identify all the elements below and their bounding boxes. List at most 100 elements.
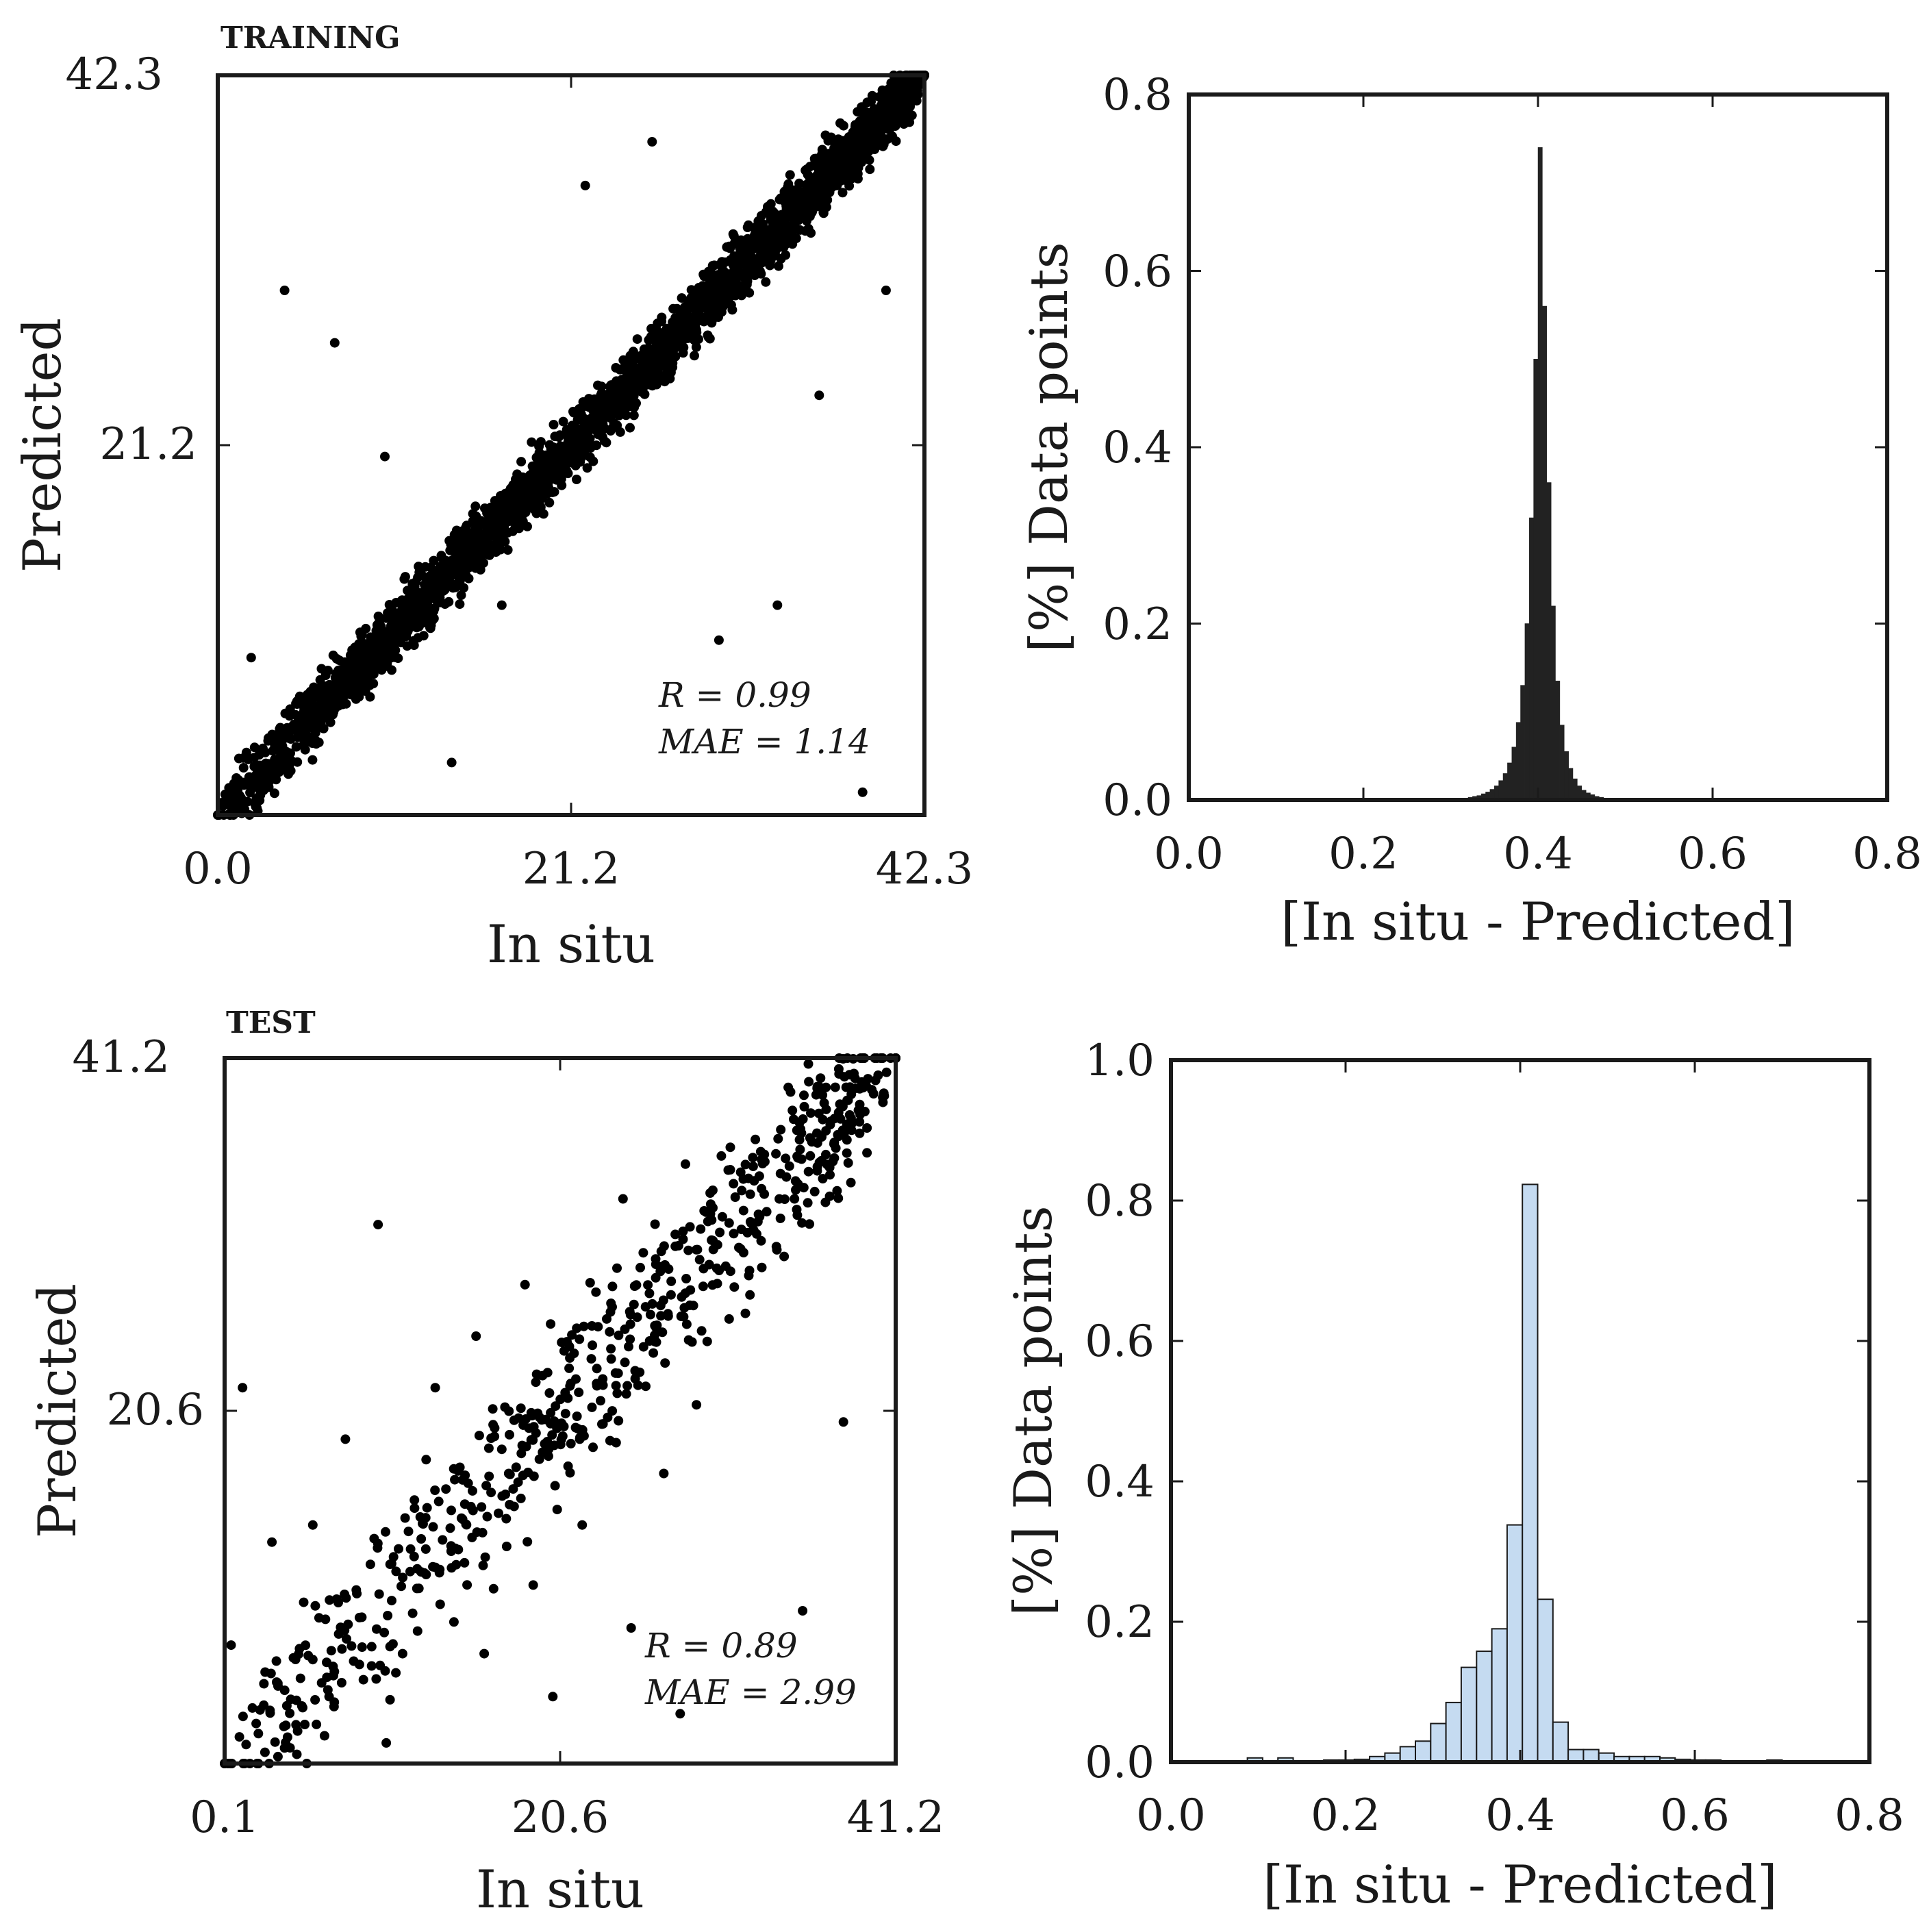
test-point bbox=[585, 1278, 595, 1288]
test-point bbox=[724, 1314, 734, 1324]
test-point bbox=[757, 1183, 767, 1194]
test-point bbox=[394, 1544, 403, 1554]
training-point bbox=[629, 410, 639, 421]
test-point bbox=[664, 1264, 674, 1274]
test-hist-bar bbox=[1476, 1651, 1493, 1764]
test-point bbox=[455, 1462, 465, 1472]
test-point bbox=[310, 1695, 320, 1705]
test-point bbox=[629, 1281, 640, 1291]
test-point bbox=[708, 1235, 718, 1246]
test-point bbox=[486, 1488, 496, 1498]
test-point bbox=[618, 1194, 628, 1204]
training-point bbox=[757, 211, 766, 221]
test-point bbox=[775, 1168, 785, 1179]
test-point bbox=[575, 1433, 585, 1443]
test-point bbox=[670, 1241, 681, 1251]
training-hist-bar bbox=[1555, 680, 1561, 801]
training-point bbox=[619, 399, 629, 410]
test-hist-bar bbox=[1430, 1722, 1447, 1764]
test-point bbox=[771, 1242, 781, 1252]
test-point bbox=[542, 1437, 553, 1446]
test-point bbox=[614, 1330, 624, 1340]
test-point bbox=[620, 1357, 630, 1368]
test-point bbox=[677, 1292, 687, 1302]
test-point bbox=[776, 1125, 786, 1135]
training-point bbox=[819, 153, 829, 163]
training-point bbox=[846, 165, 855, 175]
test-point bbox=[835, 1099, 845, 1109]
training-point bbox=[741, 277, 751, 287]
training-ytick-mid: 21.2 bbox=[100, 419, 198, 470]
training-point bbox=[717, 257, 727, 267]
training-point bbox=[744, 220, 753, 230]
training-point bbox=[468, 541, 478, 551]
training-hist-ytick-2: 0.4 bbox=[1102, 423, 1172, 473]
training-point bbox=[315, 688, 325, 699]
test-point bbox=[400, 1513, 410, 1523]
test-xlabel: In situ bbox=[476, 1859, 644, 1920]
test-point bbox=[708, 1203, 718, 1213]
test-point bbox=[651, 1259, 661, 1270]
test-point bbox=[343, 1619, 353, 1629]
training-point bbox=[691, 342, 701, 352]
test-point bbox=[471, 1331, 481, 1341]
training-point bbox=[887, 84, 897, 94]
test-point bbox=[397, 1648, 407, 1659]
test-point bbox=[479, 1648, 490, 1659]
training-point bbox=[596, 418, 606, 429]
test-point bbox=[559, 1346, 569, 1356]
test-point bbox=[571, 1374, 581, 1384]
training-point bbox=[605, 426, 616, 436]
training-point bbox=[351, 694, 361, 704]
test-hist-xlabel: [In situ - Predicted] bbox=[1263, 1854, 1777, 1915]
training-point bbox=[763, 201, 772, 212]
test-point bbox=[556, 1435, 566, 1445]
training-point bbox=[629, 354, 639, 364]
training-hist-bar bbox=[1529, 517, 1534, 801]
training-point bbox=[492, 529, 502, 540]
training-point bbox=[857, 787, 868, 797]
training-point bbox=[744, 288, 755, 298]
training-point bbox=[436, 585, 446, 595]
training-point bbox=[837, 188, 848, 198]
test-point bbox=[238, 1711, 248, 1722]
training-point bbox=[531, 508, 542, 518]
test-point bbox=[310, 1601, 320, 1611]
test-point bbox=[605, 1327, 615, 1337]
test-hist-bar bbox=[1522, 1183, 1539, 1763]
training-point bbox=[305, 721, 315, 731]
test-point bbox=[564, 1363, 575, 1373]
test-point bbox=[281, 1720, 291, 1731]
test-point bbox=[629, 1299, 639, 1309]
training-point bbox=[618, 364, 628, 374]
training-point bbox=[307, 755, 318, 765]
training-point bbox=[525, 481, 535, 490]
training-point bbox=[623, 379, 633, 390]
training-point bbox=[572, 475, 581, 484]
training-point bbox=[863, 129, 874, 139]
test-point bbox=[824, 1191, 835, 1201]
test-point bbox=[843, 1158, 853, 1168]
training-point bbox=[629, 399, 640, 409]
training-point bbox=[698, 303, 708, 313]
training-point bbox=[641, 346, 651, 355]
test-point bbox=[435, 1599, 445, 1609]
training-point bbox=[244, 772, 255, 782]
training-point bbox=[853, 134, 863, 144]
training-hist-bar bbox=[1572, 778, 1578, 801]
training-point bbox=[328, 710, 338, 720]
test-point bbox=[805, 1219, 815, 1229]
training-point bbox=[544, 440, 555, 450]
test-point bbox=[380, 1666, 390, 1676]
test-point bbox=[409, 1503, 420, 1514]
test-point bbox=[319, 1731, 329, 1741]
test-point bbox=[757, 1159, 768, 1168]
test-point bbox=[844, 1070, 855, 1080]
training-point bbox=[542, 451, 553, 462]
test-hist-ytick-3: 0.6 bbox=[1085, 1316, 1155, 1367]
training-hist-bar bbox=[1515, 722, 1521, 801]
training-hist-xtick-2: 0.4 bbox=[1503, 829, 1573, 879]
test-point bbox=[340, 1590, 350, 1599]
training-hist-bar bbox=[1542, 305, 1548, 801]
training-point bbox=[614, 410, 625, 421]
